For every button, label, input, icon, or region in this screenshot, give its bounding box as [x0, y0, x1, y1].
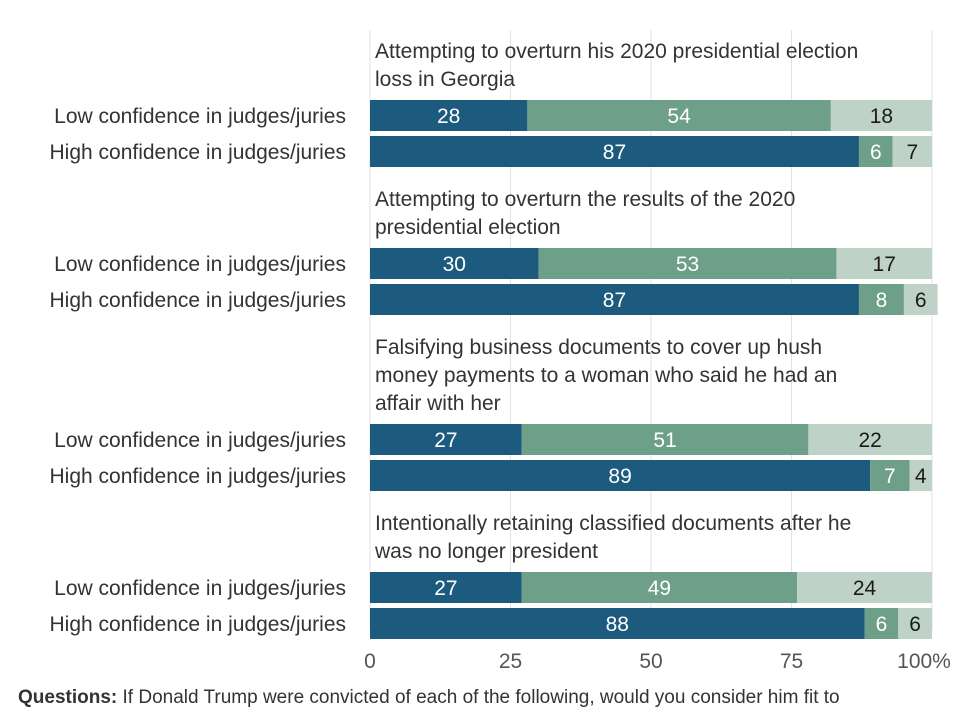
row-label: High confidence in judges/juries [49, 141, 346, 164]
bar-segment [370, 424, 522, 455]
group-title: Attempting to overturn his 2020 presiden… [375, 40, 858, 63]
bar-segment [370, 100, 528, 131]
x-tick-label: 100% [897, 650, 951, 673]
data-label: 88 [606, 613, 629, 636]
bar-segment [797, 572, 932, 603]
bar-segment [909, 460, 932, 491]
group-title: loss in Georgia [375, 68, 515, 91]
row-label: High confidence in judges/juries [49, 289, 346, 312]
data-label: 49 [648, 577, 671, 600]
group-title: Intentionally retaining classified docum… [375, 512, 851, 535]
data-label: 87 [603, 141, 626, 164]
x-tick-label: 0 [364, 650, 376, 673]
bar-segment [892, 136, 932, 167]
group-title: affair with her [375, 392, 501, 415]
data-label: 8 [876, 289, 888, 312]
row-label: Low confidence in judges/juries [54, 577, 346, 600]
data-label: 27 [434, 429, 457, 452]
row-label: High confidence in judges/juries [49, 613, 346, 636]
data-label: 87 [603, 289, 626, 312]
bar-segment [527, 100, 831, 131]
bar-segment [370, 248, 539, 279]
data-label: 18 [870, 105, 893, 128]
data-label: 54 [667, 105, 691, 128]
questions-label: Questions: [18, 687, 118, 708]
bar-segment [370, 572, 522, 603]
chart-svg: Attempting to overturn his 2020 presiden… [49, 30, 951, 673]
x-tick-label: 25 [499, 650, 522, 673]
data-label: 7 [906, 141, 918, 164]
data-label: 22 [859, 429, 882, 452]
data-label: 53 [676, 253, 699, 276]
data-label: 89 [608, 465, 631, 488]
bar-segment [521, 572, 798, 603]
bar-segment [370, 136, 859, 167]
x-tick-label: 50 [639, 650, 662, 673]
bar-segment [864, 608, 899, 639]
data-label: 28 [437, 105, 460, 128]
row-label: Low confidence in judges/juries [54, 429, 346, 452]
row-label: Low confidence in judges/juries [54, 253, 346, 276]
bar-segment [370, 460, 871, 491]
bar-segment [898, 608, 932, 639]
bar-segment [903, 284, 938, 315]
stacked-bar-chart: Attempting to overturn his 2020 presiden… [49, 30, 951, 673]
questions-note: Questions: If Donald Trump were convicte… [18, 686, 978, 720]
data-label: 7 [884, 465, 896, 488]
group-title: presidential election [375, 216, 561, 239]
bar-segment [370, 284, 859, 315]
bar-segment [808, 424, 932, 455]
data-label: 6 [909, 613, 921, 636]
bar-segment [858, 136, 893, 167]
bar-segment [836, 248, 932, 279]
row-label: Low confidence in judges/juries [54, 105, 346, 128]
bar-segment [538, 248, 837, 279]
bar-segment [370, 608, 865, 639]
group-title: money payments to a woman who said he ha… [375, 364, 837, 387]
data-label: 51 [653, 429, 676, 452]
data-label: 4 [915, 465, 927, 488]
group-title: Falsifying business documents to cover u… [375, 336, 822, 359]
bar-segment [830, 100, 932, 131]
data-label: 6 [870, 141, 882, 164]
data-label: 17 [873, 253, 896, 276]
data-label: 30 [443, 253, 466, 276]
data-label: 6 [876, 613, 888, 636]
data-label: 6 [915, 289, 927, 312]
bar-segment [858, 284, 904, 315]
data-label: 27 [434, 577, 457, 600]
data-label: 24 [853, 577, 877, 600]
bar-segment [521, 424, 809, 455]
bar-segment [870, 460, 910, 491]
questions-text: If Donald Trump were convicted of each o… [122, 687, 840, 708]
group-title: was no longer president [374, 540, 598, 563]
group-title: Attempting to overturn the results of th… [375, 188, 795, 211]
row-label: High confidence in judges/juries [49, 465, 346, 488]
x-tick-label: 75 [780, 650, 803, 673]
